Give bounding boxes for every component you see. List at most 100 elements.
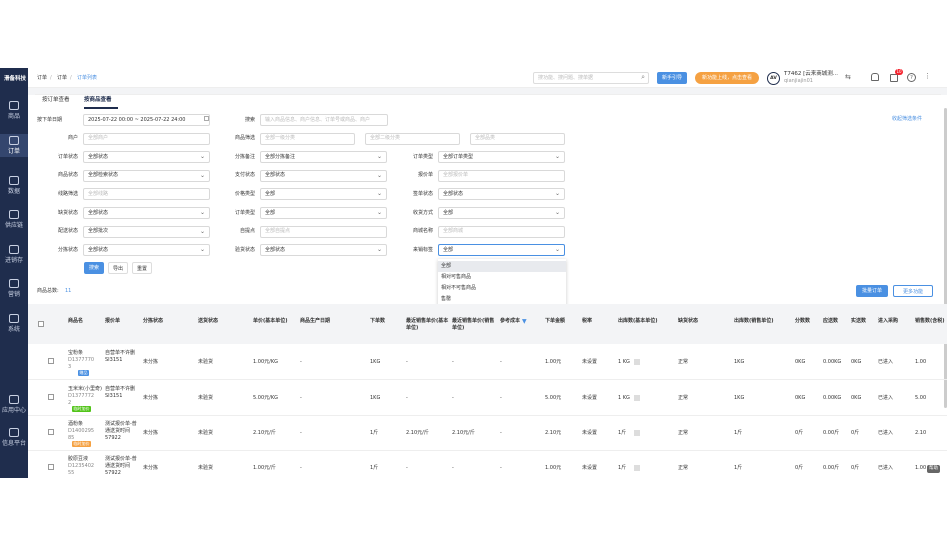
filter-label[interactable]: 按下单日期 — [37, 116, 63, 123]
sidebar-item[interactable]: 数据 — [7, 188, 20, 195]
message-icon[interactable] — [890, 74, 898, 82]
column-header[interactable]: 税率 — [582, 318, 593, 324]
filter-value: 全部订单类型 — [443, 153, 474, 160]
row-checkbox[interactable] — [48, 394, 54, 400]
avatar[interactable]: AV — [767, 72, 780, 85]
filter-input[interactable]: 全部商城 — [438, 225, 565, 238]
user-name[interactable]: T7462 [云来商城测... — [784, 71, 838, 77]
filter-select[interactable]: 全部分拣备注 ⌄ — [260, 151, 387, 164]
filter-label: 来销标签 — [412, 246, 433, 253]
filter-input[interactable]: 全部一级分类 — [260, 132, 355, 145]
tab[interactable]: 按商品查看 — [84, 97, 112, 103]
sidebar-icon — [9, 101, 19, 110]
filter-select[interactable]: 全部 ⌄ — [260, 188, 387, 201]
column-header[interactable]: 下单金额 — [545, 318, 566, 324]
tab[interactable]: 按订单查看 — [42, 97, 70, 103]
collapse-link[interactable]: 收起筛选条件 — [892, 116, 923, 122]
filter-input[interactable]: 全部商户 — [83, 132, 210, 145]
column-header[interactable]: 分数数 — [795, 318, 811, 324]
sidebar-item[interactable]: 商品 — [7, 113, 20, 120]
table-cell: 1斤 — [734, 465, 743, 471]
product-name[interactable]: 胶原豆液 — [68, 456, 89, 462]
column-header[interactable]: 应送数 — [823, 318, 839, 324]
filter-select[interactable]: 全部 ⌄ — [260, 207, 387, 219]
dropdown-option[interactable]: 全部 — [438, 261, 566, 272]
sidebar-item[interactable]: 进销存 — [4, 257, 23, 264]
column-header[interactable]: 最近销售单价(基本单位) — [406, 318, 449, 331]
filter-select[interactable]: 全部 ⌄ — [438, 244, 565, 257]
filter-input[interactable]: 全部品类 — [470, 132, 565, 145]
sidebar-item[interactable]: 供应链 — [4, 222, 23, 229]
column-header[interactable]: 商品名 — [68, 318, 84, 324]
filter-value: 全部二级分类 — [370, 135, 401, 142]
filter-select[interactable]: 全部状态 ⌄ — [260, 169, 387, 182]
filter-input[interactable]: 全部二级分类 — [365, 132, 460, 145]
filter-input[interactable]: 全部线路 — [83, 188, 210, 201]
filter-select[interactable]: 全部 ⌄ — [438, 207, 565, 219]
column-header[interactable]: 销售数(含税) — [915, 318, 945, 324]
column-header[interactable]: 最近销售单价(销售单位) — [452, 318, 495, 331]
column-header[interactable]: 报价单 — [105, 318, 121, 324]
filter-select[interactable]: 全部状态 ⌄ — [83, 244, 210, 257]
filter-select[interactable]: 全部状态 ⌄ — [260, 244, 387, 257]
column-header[interactable]: 实送数 — [851, 318, 867, 324]
header-checkbox[interactable] — [38, 321, 44, 327]
breadcrumb-item[interactable]: 订单 — [57, 75, 68, 81]
dropdown-option[interactable]: 相对可售商品 — [441, 274, 472, 280]
product-name[interactable]: 酒粉条 — [68, 421, 84, 427]
column-header[interactable]: 进入采购 — [878, 318, 899, 324]
sidebar-item[interactable]: 订单 — [7, 148, 20, 155]
filter-select[interactable]: 全部状态 ⌄ — [438, 188, 565, 201]
filter-select[interactable]: 全部批次 ⌄ — [83, 225, 210, 238]
row-checkbox[interactable] — [48, 464, 54, 470]
filter-label: 配送状态 — [57, 228, 78, 235]
breadcrumb-item[interactable]: 订单 — [37, 75, 48, 81]
more-icon[interactable]: ⋮ — [924, 72, 931, 80]
filter-select[interactable]: 全部状态 ⌄ — [83, 151, 210, 164]
filter-input[interactable]: 2025-07-22 00:00 ~ 2025-07-22 24:00 — [83, 114, 210, 126]
dropdown-option[interactable]: 售罄 — [441, 296, 452, 302]
product-name[interactable]: 宝粉条 — [68, 350, 84, 356]
column-header[interactable]: 参考成本 — [500, 318, 521, 324]
product-name[interactable]: 玉米米(小里奇) — [68, 386, 102, 392]
action-button[interactable]: 重置 — [132, 262, 152, 274]
dropdown-option[interactable]: 相对不可售商品 — [441, 285, 477, 291]
column-header[interactable]: 缺货状态 — [678, 318, 699, 324]
column-header[interactable]: 下单数 — [370, 318, 386, 324]
column-header[interactable]: 送货状态 — [198, 318, 219, 324]
table-cell: - — [452, 465, 454, 471]
table-cell: 未分拣 — [143, 359, 159, 365]
column-header[interactable]: 出库数(基本单位) — [618, 318, 658, 324]
sidebar-item[interactable]: 营销 — [7, 291, 20, 298]
sidebar-item[interactable]: 应用中心 — [1, 407, 26, 414]
filter-input[interactable]: 输入商品信息、商户信息、订单号或商品、商户 — [260, 114, 388, 126]
news-button[interactable]: 新功能上线，点击查看 — [695, 72, 759, 84]
help-tag[interactable]: 帮助 — [927, 465, 940, 473]
table-cell: 已进入 — [878, 359, 894, 365]
column-header[interactable]: 商品生产日期 — [300, 318, 331, 324]
right-action[interactable]: 批量订单 — [856, 285, 888, 297]
filter-select[interactable]: 全部订单类型 ⌄ — [438, 151, 565, 164]
filter-value: 全部一级分类 — [265, 135, 296, 142]
filter-select[interactable]: 全部检索状态 ⌄ — [83, 169, 210, 182]
table-cell: 1.00 — [915, 359, 927, 365]
action-button[interactable]: 导出 — [108, 262, 128, 274]
row-checkbox[interactable] — [48, 429, 54, 435]
filter-input[interactable]: 全部报价单 — [438, 169, 565, 182]
column-header[interactable]: 分拣状态 — [143, 318, 164, 324]
help-icon[interactable]: ? — [907, 73, 916, 82]
global-search[interactable]: 搜功能、搜问题、搜单据 ⌕ — [533, 72, 649, 84]
column-header[interactable]: 出库数(销售单位) — [734, 318, 774, 324]
column-header[interactable]: 单价(基本单位) — [253, 318, 288, 324]
sidebar-item[interactable]: 系统 — [7, 326, 20, 333]
switch-icon[interactable]: ⇆ — [845, 73, 851, 81]
filter-select[interactable]: 全部状态 ⌄ — [83, 207, 210, 219]
service-icon[interactable] — [871, 73, 879, 81]
sidebar-item[interactable]: 信息平台 — [1, 440, 26, 447]
filter-label: 订单类型 — [234, 209, 255, 216]
action-button[interactable]: 搜索 — [84, 262, 104, 274]
row-checkbox[interactable] — [48, 358, 54, 364]
filter-input[interactable]: 全部自提点 — [260, 225, 387, 238]
guide-button[interactable]: 新手引导 — [657, 72, 687, 84]
right-action[interactable]: 更多功能 — [893, 285, 933, 297]
